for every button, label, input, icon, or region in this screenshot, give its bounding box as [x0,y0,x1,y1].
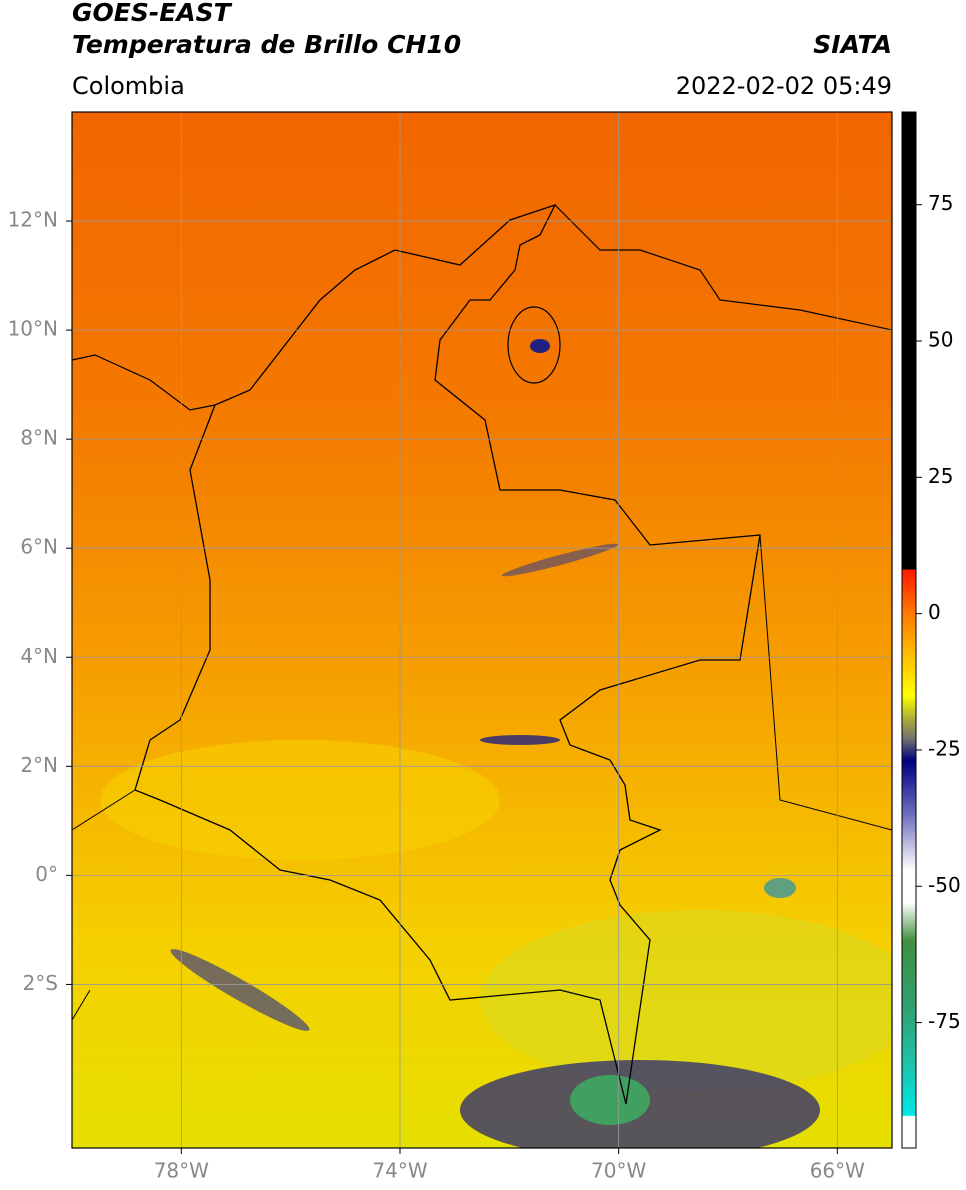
y-tick-label: 10°N [8,317,58,341]
colorbar-tick-label: 25 [928,464,953,488]
grid [72,112,892,1148]
x-tick-label: 70°W [591,1159,646,1183]
title: GOES-EAST [72,0,233,27]
colorbar-tick-label: 0 [928,600,941,624]
colorbar-tick-label: 50 [928,328,953,352]
x-tick-label: 74°W [372,1159,427,1183]
colorbar-tick-label: -25 [928,736,961,760]
source: SIATA [813,30,892,59]
y-tick-label: 4°N [20,644,58,668]
y-tick-label: 2°N [20,753,58,777]
colorbar-tick-label: 75 [928,191,953,215]
y-tick-label: 8°N [20,426,58,450]
y-tick-label: 12°N [8,208,58,232]
subtitle: Temperatura de Brillo CH10 [72,30,461,59]
y-tick-label: 6°N [20,535,58,559]
y-tick-label: 0° [35,862,58,886]
x-tick-label: 78°W [154,1159,209,1183]
x-tick-label: 66°W [810,1159,865,1183]
colorbar-tick-label: -50 [928,873,961,897]
region: Colombia [72,72,185,100]
colorbar [901,111,917,1149]
colorbar-tick-label: -75 [928,1009,961,1033]
y-tick-label: 2°S [23,971,58,995]
datetime: 2022-02-02 05:49 [676,72,892,100]
imagery [72,112,892,1148]
map-frame [71,111,893,1149]
